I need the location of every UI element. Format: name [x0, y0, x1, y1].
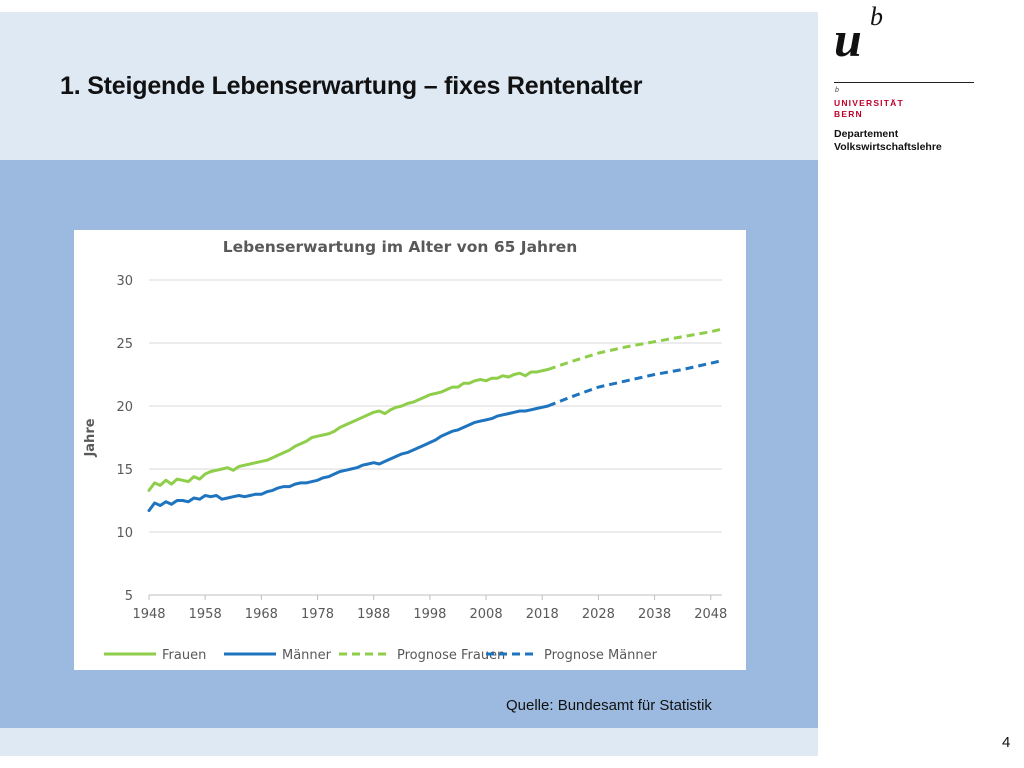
- department-name: Departement Volkswirtschaftslehre: [834, 128, 942, 154]
- x-tick-label-2048: 2048: [694, 607, 727, 622]
- y-tick-label-30: 30: [116, 274, 133, 289]
- x-tick-label-1948: 1948: [132, 607, 165, 622]
- header-band: [0, 12, 818, 160]
- page-number: 4: [1002, 734, 1011, 751]
- legend-label-3: Prognose Männer: [544, 648, 658, 663]
- legend: Frauen Männer Prognose Frauen Prognose Männ…: [104, 648, 658, 663]
- department-name-line2: Volkswirtschaftslehre: [834, 141, 942, 153]
- x-tick-label-1978: 1978: [301, 607, 334, 622]
- series-line-2: [547, 327, 723, 371]
- series-line-3: [547, 359, 723, 408]
- university-name: UNIVERSITÄT BERN: [834, 98, 904, 120]
- x-tick-label-1958: 1958: [189, 607, 222, 622]
- x-tick-label-1988: 1988: [357, 607, 390, 622]
- x-tick-label-1998: 1998: [413, 607, 446, 622]
- university-name-line2: BERN: [834, 109, 863, 119]
- x-tick-label-2008: 2008: [470, 607, 503, 622]
- logo-small-b: b: [835, 87, 839, 94]
- footer-band: [0, 728, 818, 756]
- logo-b-glyph: b: [870, 2, 883, 31]
- legend-label-1: Männer: [282, 648, 332, 663]
- x-tick-label-2038: 2038: [638, 607, 671, 622]
- y-tick-label-5: 5: [125, 589, 133, 604]
- x-tick-labels: 1948 1958 1968 1978 1988 1998 2008 2018 2028 2038…: [132, 595, 727, 622]
- chart-container: Lebenserwartung im Alter von 65 Jahren J…: [74, 230, 746, 670]
- y-tick-label-10: 10: [116, 526, 133, 541]
- logo-divider: [834, 82, 974, 83]
- series-lines: [147, 327, 723, 513]
- chart-title: Lebenserwartung im Alter von 65 Jahren: [223, 238, 578, 256]
- y-axis-label: Jahre: [83, 418, 98, 457]
- university-logo: u b b UNIVERSITÄT BERN Departement Volks…: [834, 0, 1024, 160]
- gridlines: [149, 279, 722, 596]
- y-tick-label-15: 15: [116, 463, 133, 478]
- legend-label-0: Frauen: [162, 648, 206, 663]
- y-tick-labels: 5 10 15 20 25 30: [116, 274, 133, 604]
- series-line-0: [147, 368, 550, 492]
- life-expectancy-chart: Lebenserwartung im Alter von 65 Jahren J…: [83, 238, 727, 663]
- legend-label-2: Prognose Frauen: [397, 648, 505, 663]
- x-tick-label-2028: 2028: [582, 607, 615, 622]
- slide-title: 1. Steigende Lebenserwartung – fixes Ren…: [60, 72, 643, 100]
- x-tick-label-1968: 1968: [245, 607, 278, 622]
- y-tick-label-20: 20: [116, 400, 133, 415]
- department-name-line1: Departement: [834, 128, 899, 140]
- logo-u-glyph: u: [834, 11, 862, 67]
- x-tick-label-2018: 2018: [526, 607, 559, 622]
- source-note: Quelle: Bundesamt für Statistik: [506, 697, 712, 714]
- series-line-1: [147, 404, 550, 513]
- university-name-line1: UNIVERSITÄT: [834, 98, 904, 108]
- y-tick-label-25: 25: [116, 337, 133, 352]
